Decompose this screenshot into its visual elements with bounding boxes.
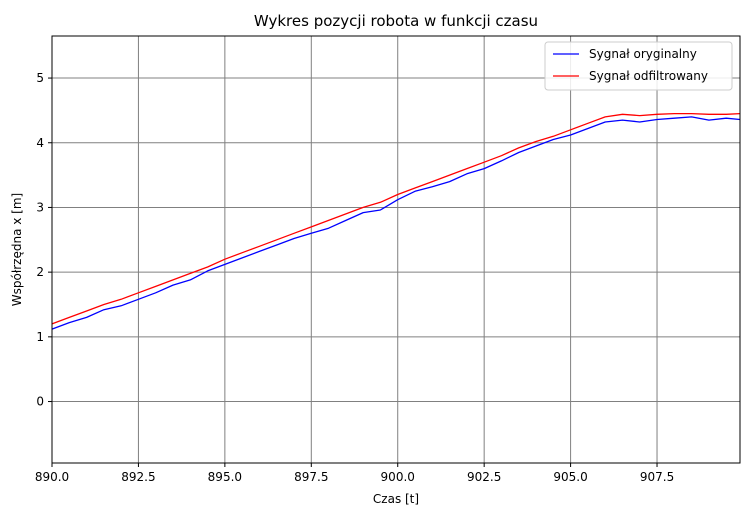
y-tick-label: 3 [36, 200, 44, 214]
x-tick-label: 905.0 [553, 470, 587, 484]
x-tick-label: 897.5 [294, 470, 328, 484]
y-tick-label: 5 [36, 71, 44, 85]
legend-label: Sygnał oryginalny [589, 47, 697, 61]
y-tick-label: 0 [36, 395, 44, 409]
grid [51, 36, 740, 463]
x-tick-label: 900.0 [381, 470, 415, 484]
ticks: 890.0 892.5 895.0 897.5 900.0 902.5 905.0 907.5… [35, 71, 674, 484]
y-tick-label: 1 [36, 330, 44, 344]
y-axis-label: Współrzędna x [m] [10, 193, 24, 306]
plot-frame [51, 35, 741, 464]
y-tick-label: 2 [36, 265, 44, 279]
series-line-filtered [51, 112, 741, 325]
series-layer [51, 112, 741, 330]
x-axis-label: Czas [t] [373, 492, 419, 506]
x-tick-label: 895.0 [208, 470, 242, 484]
series-line-original [51, 116, 741, 330]
y-tick-label: 4 [36, 136, 44, 150]
legend-label: Sygnał odfiltrowany [589, 69, 708, 83]
chart-title: Wykres pozycji robota w funkcji czasu [254, 12, 538, 30]
legend-box [544, 41, 733, 91]
x-tick-label: 902.5 [467, 470, 501, 484]
legend: Sygnał oryginalny Sygnał odfiltrowany [544, 41, 733, 91]
x-tick-label: 892.5 [121, 470, 155, 484]
x-tick-label: 890.0 [35, 470, 69, 484]
x-tick-label: 907.5 [640, 470, 674, 484]
